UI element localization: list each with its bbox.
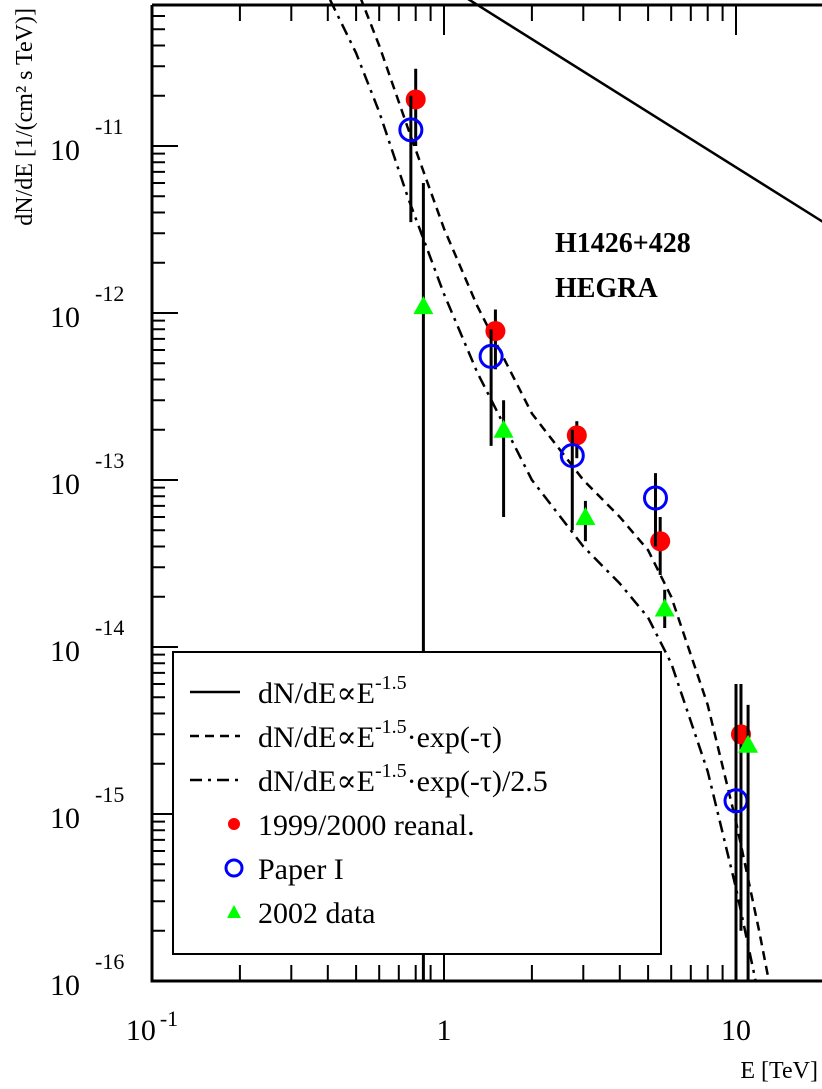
y-tick-label-exponent: -13: [95, 448, 124, 473]
data-point: [650, 531, 671, 552]
model-curve-dashdot: [328, 0, 757, 981]
source-annotation: H1426+428: [555, 228, 691, 259]
data-point: [398, 117, 424, 143]
model-curve-dashed: [360, 0, 771, 981]
data-point: [575, 507, 596, 526]
data-point: [405, 89, 426, 110]
legend-label: dN/dE∝E-1.5: [258, 672, 407, 710]
y-tick-label: 10: [50, 301, 80, 334]
y-tick-label-exponent: -11: [95, 114, 124, 139]
data-point: [642, 485, 668, 511]
axis-ticks: [151, 5, 737, 982]
y-axis-label: dN/dE [1/(cm² s TeV)]: [12, 8, 38, 226]
legend-marker: [224, 858, 244, 878]
y-tick-label: 10: [50, 969, 80, 1002]
y-tick-label-exponent: -12: [95, 281, 124, 306]
data-point: [478, 343, 504, 369]
x-tick-label: 10: [721, 1014, 751, 1047]
legend-box: [172, 651, 662, 955]
y-tick-label: 10: [50, 134, 80, 167]
y-tick-label-exponent: -15: [95, 782, 124, 807]
legend-label: dN/dE∝E-1.5·exp(-τ)/2.5: [258, 760, 548, 798]
y-tick-label-exponent: -16: [95, 949, 124, 974]
y-tick-label: 10: [50, 635, 80, 668]
legend-marker: [228, 818, 240, 830]
legend-marker: [227, 905, 241, 918]
y-tick-label: 10: [50, 468, 80, 501]
x-tick-label: 10 -1: [126, 1006, 178, 1047]
legend-label: dN/dE∝E-1.5·exp(-τ): [258, 716, 502, 754]
y-tick-label: 10: [50, 802, 80, 835]
x-tick-label: 1: [437, 1014, 452, 1047]
data-point: [566, 425, 587, 446]
data-point: [493, 419, 514, 438]
x-axis-label: E [TeV]: [740, 1058, 818, 1084]
data-point: [738, 734, 759, 753]
data-point: [654, 598, 675, 617]
legend-label: Paper I: [258, 853, 344, 886]
legend-label: 1999/2000 reanal.: [258, 809, 475, 842]
model-curve-solid: [467, 0, 822, 223]
legend-label: 2002 data: [258, 897, 375, 930]
y-tick-label-exponent: -14: [95, 615, 124, 640]
data-point: [485, 321, 506, 342]
source-annotation: HEGRA: [555, 273, 658, 304]
data-point: [559, 443, 585, 469]
data-point: [413, 296, 434, 315]
